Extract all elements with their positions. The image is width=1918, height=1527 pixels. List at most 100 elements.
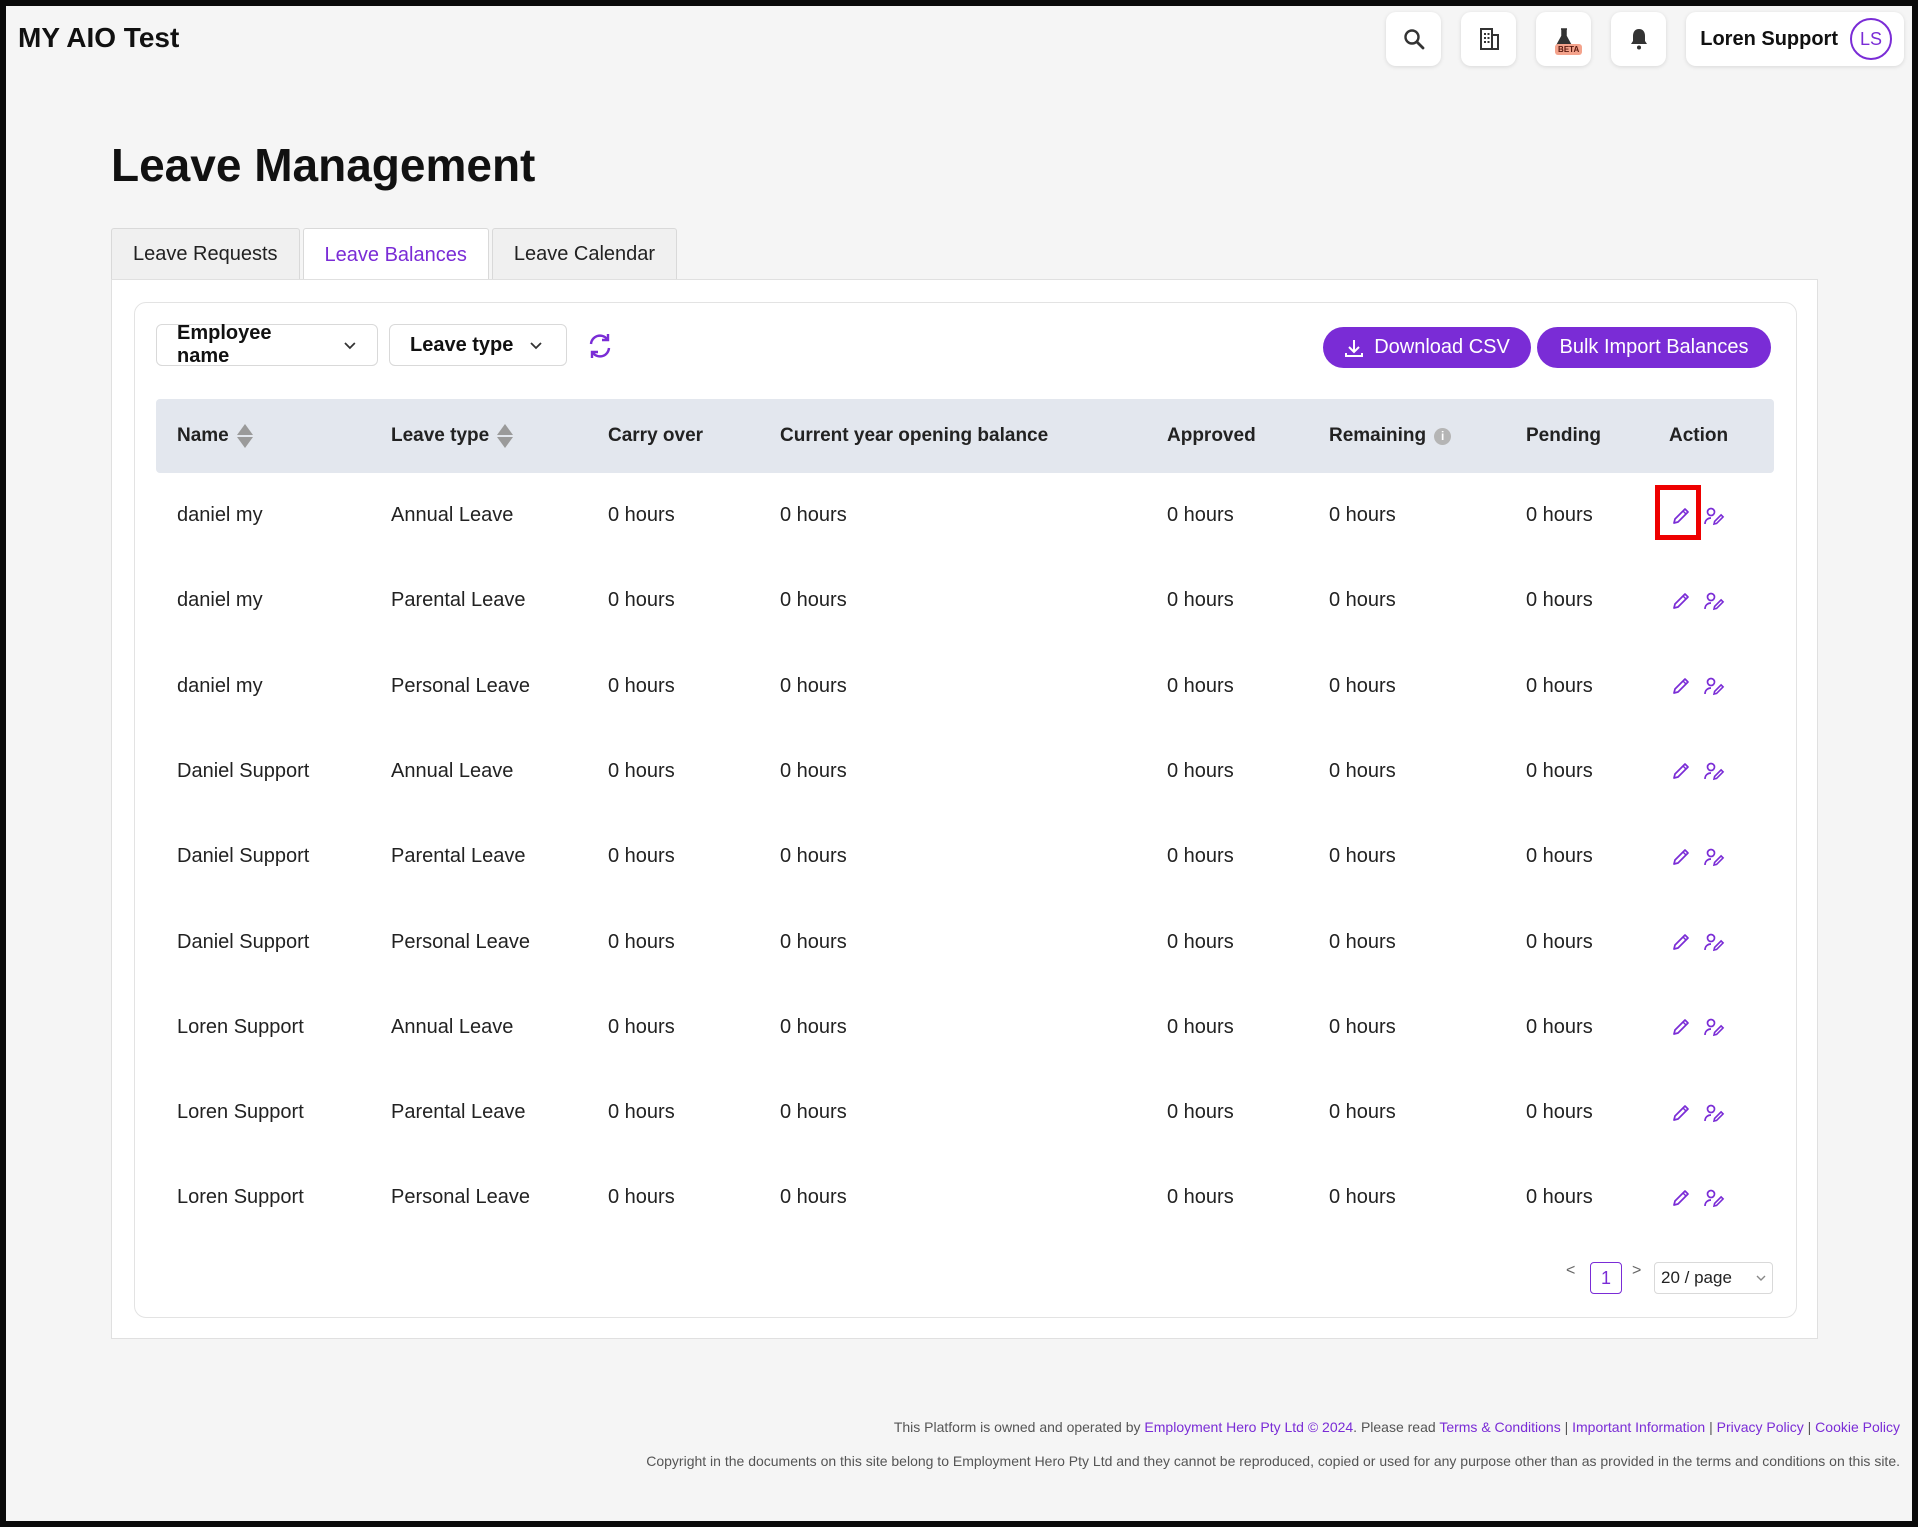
important-information-link[interactable]: Important Information	[1572, 1419, 1706, 1435]
cell-pending: 0 hours	[1526, 845, 1593, 868]
edit-balance-pencil-icon[interactable]	[1669, 930, 1693, 954]
column-header-leave-type[interactable]: Leave type	[391, 399, 514, 473]
edit-employee-icon[interactable]	[1703, 504, 1727, 528]
footer-separator: |	[1564, 1419, 1569, 1435]
notifications-button[interactable]	[1611, 12, 1667, 66]
edit-balance-pencil-icon[interactable]	[1669, 504, 1693, 528]
top-bar: MY AIO Test BETA Loren Support LS	[6, 6, 1912, 72]
edit-balance-pencil-icon[interactable]	[1669, 589, 1693, 613]
table-row: daniel my Personal Leave 0 hours 0 hours 0 h…	[156, 644, 1774, 729]
row-actions	[1669, 900, 1727, 985]
column-header-name-label: Name	[177, 425, 229, 446]
pagination-prev[interactable]: <	[1566, 1262, 1575, 1280]
cell-leave-type: Personal Leave	[391, 1186, 530, 1209]
tab-leave-balances[interactable]: Leave Balances	[302, 228, 489, 282]
cell-name: Daniel Support	[177, 759, 310, 782]
table-row: Daniel Support Annual Leave 0 hours 0 hours…	[156, 729, 1774, 814]
table-row: daniel my Parental Leave 0 hours 0 hours 0 h…	[156, 558, 1774, 643]
privacy-policy-link[interactable]: Privacy Policy	[1716, 1419, 1804, 1435]
employee-name-filter[interactable]: Employee name	[156, 322, 378, 367]
cell-approved: 0 hours	[1167, 674, 1234, 697]
row-actions	[1669, 1070, 1727, 1155]
page-size-select[interactable]: 20 / page	[1654, 1262, 1773, 1294]
row-actions	[1669, 814, 1727, 899]
edit-employee-icon[interactable]	[1703, 759, 1727, 783]
cell-carry-over: 0 hours	[608, 845, 675, 868]
footer-copyright: Copyright in the documents on this site …	[646, 1453, 1900, 1469]
cell-pending: 0 hours	[1526, 759, 1593, 782]
cell-name: Loren Support	[177, 1101, 304, 1124]
cell-pending: 0 hours	[1526, 1015, 1593, 1038]
cell-carry-over: 0 hours	[608, 1186, 675, 1209]
cell-approved: 0 hours	[1167, 845, 1234, 868]
cookie-policy-link[interactable]: Cookie Policy	[1815, 1419, 1900, 1435]
refresh-button[interactable]	[586, 332, 614, 365]
cell-opening-balance: 0 hours	[780, 504, 847, 526]
employment-hero-link[interactable]: Employment Hero Pty Ltd © 2024	[1144, 1419, 1354, 1435]
organisation-button[interactable]	[1461, 12, 1517, 66]
edit-balance-pencil-icon[interactable]	[1669, 759, 1693, 783]
highlight-box	[1655, 485, 1701, 540]
cell-remaining: 0 hours	[1329, 589, 1396, 612]
footer-separator: |	[1709, 1419, 1713, 1435]
cell-name: Daniel Support	[177, 845, 310, 868]
top-actions: BETA Loren Support LS	[1386, 12, 1904, 66]
pagination-next[interactable]: >	[1632, 1262, 1641, 1280]
cell-leave-type: Personal Leave	[391, 674, 530, 697]
info-icon[interactable]: i	[1434, 427, 1452, 445]
cell-carry-over: 0 hours	[608, 589, 675, 612]
cell-opening-balance: 0 hours	[780, 589, 847, 612]
page-size-value: 20 / page	[1661, 1268, 1732, 1287]
user-menu[interactable]: Loren Support LS	[1686, 12, 1904, 66]
tab-leave-requests[interactable]: Leave Requests	[111, 228, 300, 280]
terms-link[interactable]: Terms & Conditions	[1439, 1419, 1561, 1435]
edit-employee-icon[interactable]	[1703, 1186, 1727, 1210]
cell-leave-type: Annual Leave	[391, 504, 514, 526]
chevron-down-icon	[1756, 1275, 1766, 1281]
cell-approved: 0 hours	[1167, 589, 1234, 612]
cell-leave-type: Parental Leave	[391, 589, 526, 612]
edit-balance-pencil-icon[interactable]	[1669, 1015, 1693, 1039]
edit-balance-pencil-icon[interactable]	[1669, 674, 1693, 698]
cell-approved: 0 hours	[1167, 930, 1234, 953]
building-icon	[1479, 28, 1499, 50]
edit-employee-icon[interactable]	[1703, 845, 1727, 869]
cell-opening-balance: 0 hours	[780, 759, 847, 782]
cell-carry-over: 0 hours	[608, 759, 675, 782]
cell-name: daniel my	[177, 589, 263, 612]
edit-employee-icon[interactable]	[1703, 1015, 1727, 1039]
cell-pending: 0 hours	[1526, 930, 1593, 953]
cell-approved: 0 hours	[1167, 504, 1234, 526]
tab-leave-calendar[interactable]: Leave Calendar	[491, 228, 678, 280]
leave-type-filter[interactable]: Leave type	[389, 324, 567, 366]
bulk-import-button[interactable]: Bulk Import Balances	[1537, 327, 1771, 368]
cell-remaining: 0 hours	[1329, 930, 1396, 953]
sort-icon[interactable]	[497, 424, 514, 448]
column-header-opening-balance: Current year opening balance	[780, 425, 1049, 446]
footer-ownership: This Platform is owned and operated by E…	[894, 1419, 1900, 1435]
row-actions	[1669, 1155, 1727, 1240]
edit-employee-icon[interactable]	[1703, 930, 1727, 954]
chevron-down-icon	[344, 341, 356, 349]
edit-balance-pencil-icon[interactable]	[1669, 845, 1693, 869]
search-button[interactable]	[1386, 12, 1442, 66]
cell-approved: 0 hours	[1167, 1101, 1234, 1124]
edit-employee-icon[interactable]	[1703, 1101, 1727, 1125]
table-header: Name Leave type Carry over Current year …	[156, 399, 1774, 473]
pagination-page-1[interactable]: 1	[1590, 1262, 1622, 1294]
edit-employee-icon[interactable]	[1703, 589, 1727, 613]
table-row: Daniel Support Parental Leave 0 hours 0 hou…	[156, 814, 1774, 899]
edit-employee-icon[interactable]	[1703, 674, 1727, 698]
cell-remaining: 0 hours	[1329, 759, 1396, 782]
column-header-approved: Approved	[1167, 425, 1256, 446]
cell-approved: 0 hours	[1167, 759, 1234, 782]
column-header-name[interactable]: Name	[177, 399, 253, 473]
cell-remaining: 0 hours	[1329, 1015, 1396, 1038]
sort-icon[interactable]	[236, 424, 253, 448]
download-csv-button[interactable]: Download CSV	[1323, 327, 1531, 368]
edit-balance-pencil-icon[interactable]	[1669, 1186, 1693, 1210]
row-actions	[1669, 644, 1727, 729]
edit-balance-pencil-icon[interactable]	[1669, 1101, 1693, 1125]
beta-features-button[interactable]: BETA	[1536, 12, 1592, 66]
cell-opening-balance: 0 hours	[780, 674, 847, 697]
